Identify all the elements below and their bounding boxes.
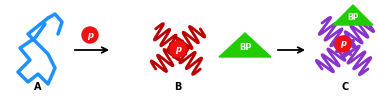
Text: C: C [341,82,349,92]
Circle shape [335,36,351,52]
Text: BP: BP [347,12,359,22]
Text: p: p [340,39,346,48]
Polygon shape [219,33,271,57]
Text: BP: BP [239,43,251,53]
Text: B: B [174,82,182,92]
Circle shape [82,27,98,43]
Text: p: p [87,31,93,39]
Text: p: p [175,45,181,53]
Polygon shape [333,5,373,25]
Circle shape [170,41,186,57]
Text: A: A [34,82,42,92]
